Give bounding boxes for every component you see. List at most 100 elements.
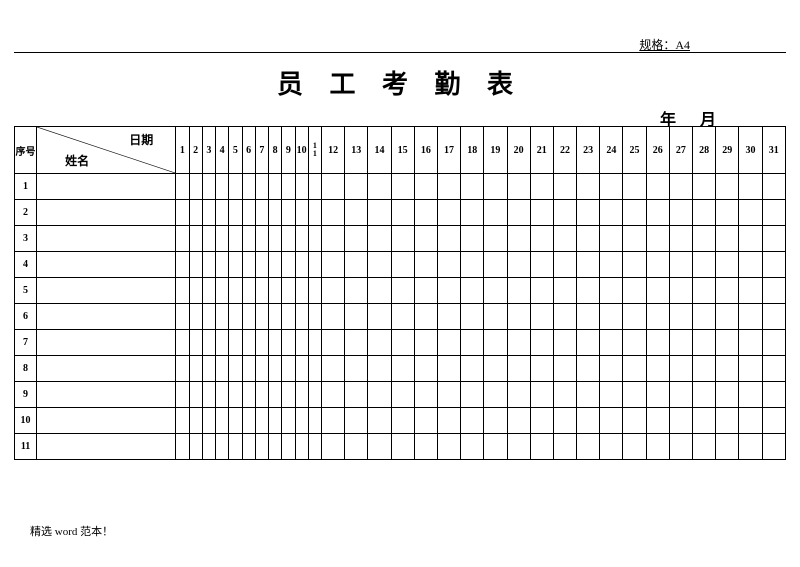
cell [176,434,189,460]
cell [308,200,321,226]
cell [242,330,255,356]
row-seq: 1 [15,174,37,200]
cell [669,408,692,434]
cell [269,356,282,382]
cell [229,304,242,330]
cell [322,200,345,226]
cell [739,252,762,278]
cell [229,278,242,304]
cell [484,356,507,382]
cell [669,226,692,252]
row-name-cell [37,174,176,200]
cell [507,174,530,200]
header-day-4: 4 [216,127,229,174]
cell [739,278,762,304]
table-row: 6 [15,304,786,330]
cell [282,356,295,382]
cell [437,356,460,382]
cell [623,408,646,434]
cell [414,226,437,252]
cell [553,408,576,434]
cell [269,382,282,408]
cell [553,226,576,252]
header-day-23: 23 [577,127,600,174]
table-row: 11 [15,434,786,460]
cell [308,356,321,382]
cell [295,174,308,200]
row-name-cell [37,330,176,356]
cell [189,278,202,304]
cell [216,330,229,356]
cell [577,226,600,252]
cell [507,304,530,330]
cell [530,226,553,252]
cell [322,330,345,356]
cell [530,200,553,226]
attendance-table-wrap: 序号 日期 姓名 1234567891011121314151617181920… [14,126,786,460]
cell [739,382,762,408]
cell [242,252,255,278]
cell [176,330,189,356]
cell [322,356,345,382]
cell [414,278,437,304]
cell [242,304,255,330]
cell [255,434,268,460]
cell [345,382,368,408]
cell [269,174,282,200]
cell [202,278,215,304]
header-day-8: 8 [269,127,282,174]
cell [322,252,345,278]
cell [507,226,530,252]
cell [308,252,321,278]
cell [437,200,460,226]
cell [693,278,716,304]
page-title: 员 工 考 勤 表 [0,64,800,101]
cell [553,174,576,200]
cell [762,304,785,330]
header-day-18: 18 [461,127,484,174]
cell [295,356,308,382]
cell [242,434,255,460]
footer-text: 精选 word 范本！ [30,523,113,539]
cell [176,174,189,200]
table-row: 7 [15,330,786,356]
header-day-1: 1 [176,127,189,174]
cell [484,330,507,356]
table-row: 1 [15,174,786,200]
cell [229,356,242,382]
cell [716,434,739,460]
cell [229,408,242,434]
cell [216,382,229,408]
cell [484,174,507,200]
cell [600,200,623,226]
cell [437,252,460,278]
cell [530,356,553,382]
cell [762,330,785,356]
cell [229,226,242,252]
cell [368,356,391,382]
cell [461,434,484,460]
header-day-26: 26 [646,127,669,174]
row-name-cell [37,304,176,330]
cell [242,226,255,252]
cell [229,382,242,408]
cell [202,382,215,408]
cell [216,278,229,304]
cell [282,278,295,304]
row-seq: 10 [15,408,37,434]
cell [255,304,268,330]
cell [507,330,530,356]
cell [368,330,391,356]
cell [176,382,189,408]
cell [242,356,255,382]
cell [345,408,368,434]
cell [530,330,553,356]
cell [216,226,229,252]
cell [308,408,321,434]
cell [176,304,189,330]
cell [762,278,785,304]
cell [242,278,255,304]
cell [189,304,202,330]
cell [646,174,669,200]
cell [646,278,669,304]
